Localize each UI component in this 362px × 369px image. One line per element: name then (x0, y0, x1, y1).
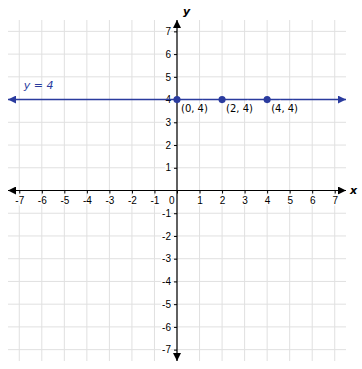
x-tick: -2 (128, 191, 137, 206)
x-tick-label: -1 (151, 195, 160, 206)
data-label: (4, 4) (271, 103, 298, 114)
x-tick: -6 (38, 191, 47, 206)
y-tick-mark (174, 168, 177, 169)
x-tick-label: 2 (220, 195, 226, 206)
y-tick: -6 (162, 322, 177, 333)
x-tick-label: 1 (197, 195, 203, 206)
x-tick-mark (245, 191, 246, 194)
y-tick: 6 (165, 49, 177, 60)
x-tick-mark (267, 191, 268, 194)
x-tick-label: 0 (169, 195, 175, 206)
x-axis-title: x (349, 184, 358, 197)
y-tick-mark (174, 350, 177, 351)
point (264, 96, 271, 103)
x-tick-label: -5 (60, 195, 69, 206)
y-axis-line (176, 20, 177, 361)
y-tick-mark (174, 145, 177, 146)
x-tick-label: 3 (242, 195, 248, 206)
y-tick: -4 (162, 276, 177, 287)
y-tick-mark (174, 77, 177, 78)
y-tick-label: 1 (165, 162, 171, 173)
y-tick-label: -1 (162, 208, 171, 219)
x-tick: -3 (105, 191, 114, 206)
y-tick-mark (174, 281, 177, 282)
x-tick-label: -6 (38, 195, 47, 206)
x-tick: 3 (242, 191, 248, 206)
y-tick-mark (174, 122, 177, 123)
x-tick-mark (200, 191, 201, 194)
texts: (0, 4) (2, 4) (4, 4) y = 4 x y (23, 5, 358, 197)
y-axis: -7-6-5-4-3-2-11234567 (162, 20, 177, 361)
y-tick: -3 (162, 253, 177, 264)
y-tick: 7 (165, 26, 177, 37)
x-tick-mark (109, 191, 110, 194)
x-tick: -1 (151, 191, 160, 206)
y-tick: -2 (162, 231, 177, 242)
y-tick: 5 (165, 72, 177, 83)
x-tick-label: 6 (310, 195, 316, 206)
y-tick-label: -7 (162, 344, 171, 355)
y-tick-label: -3 (162, 253, 171, 264)
x-tick-mark (64, 191, 65, 194)
x-tick: 1 (197, 191, 203, 206)
x-tick-label: 5 (287, 195, 293, 206)
x-tick-mark (19, 191, 20, 194)
y-tick-label: -5 (162, 299, 171, 310)
y-tick-label: 2 (165, 140, 171, 151)
x-tick-label: 4 (265, 195, 271, 206)
y-tick: -7 (162, 344, 177, 355)
x-tick: 5 (287, 191, 293, 206)
x-tick: -5 (60, 191, 69, 206)
x-tick: -7 (15, 191, 24, 206)
x-tick: -4 (83, 191, 92, 206)
x-tick-mark (290, 191, 291, 194)
y-tick-mark (174, 304, 177, 305)
x-tick-label: -7 (15, 195, 24, 206)
y-tick-label: 5 (165, 72, 171, 83)
y-tick-mark (174, 236, 177, 237)
y-tick-mark (174, 54, 177, 55)
y-tick: -1 (162, 208, 177, 219)
y-axis-title: y (183, 5, 191, 18)
y-tick-label: 7 (165, 26, 171, 37)
y-tick: 3 (165, 117, 177, 128)
y-tick-mark (174, 327, 177, 328)
y-tick-label: 3 (165, 117, 171, 128)
point (173, 96, 180, 103)
grid (8, 20, 346, 361)
data-label: (0, 4) (181, 103, 208, 114)
point (218, 96, 225, 103)
x-tick-label: -4 (83, 195, 92, 206)
y-tick: 2 (165, 140, 177, 151)
y-tick-mark (174, 213, 177, 214)
y-tick-mark (174, 31, 177, 32)
y-tick-mark (174, 259, 177, 260)
x-tick-mark (87, 191, 88, 194)
x-tick: 0 (169, 191, 178, 206)
grid-line-x (177, 20, 178, 361)
x-tick-mark (154, 191, 155, 194)
x-tick-label: -3 (105, 195, 114, 206)
x-tick-mark (42, 191, 43, 194)
data-label: (2, 4) (226, 103, 253, 114)
x-tick-mark (335, 191, 336, 194)
x-tick: 6 (310, 191, 316, 206)
annotation: y = 4 (23, 79, 54, 92)
y-tick: 1 (165, 162, 177, 173)
y-tick-label: 6 (165, 49, 171, 60)
x-tick-label: -2 (128, 195, 137, 206)
x-tick-mark (222, 191, 223, 194)
y-tick: -5 (162, 299, 177, 310)
x-tick: 4 (265, 191, 271, 206)
plot-area: -7-6-5-4-3-2-101234567-7-6-5-4-3-2-11234… (8, 5, 358, 361)
x-tick: 2 (220, 191, 226, 206)
x-tick-mark (132, 191, 133, 194)
x-tick-mark (312, 191, 313, 194)
y-tick-label: -2 (162, 231, 171, 242)
x-tick: 7 (332, 191, 338, 206)
y-tick-label: -4 (162, 276, 171, 287)
x-tick-label: 7 (332, 195, 338, 206)
chart: -7-6-5-4-3-2-101234567-7-6-5-4-3-2-11234… (0, 0, 362, 369)
y-tick-label: -6 (162, 322, 171, 333)
